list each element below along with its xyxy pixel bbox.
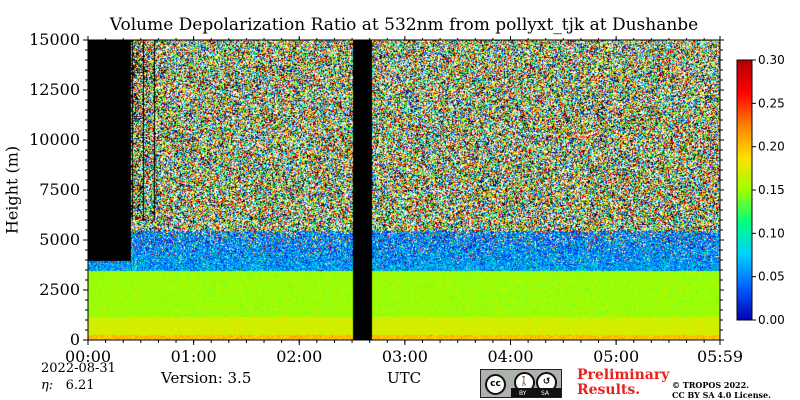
preliminary-note: Preliminary Results. [577,368,669,398]
colorbar-tick-label-3: 0.15 [758,183,785,197]
x-tick-label-0: 00:00 [65,347,111,366]
colorbar-tick-label-2: 0.10 [758,226,785,240]
y-tick-label-4: 10000 [29,130,80,149]
version-label: Version: 3.5 [161,369,252,387]
preliminary-line-1: Preliminary [577,367,670,383]
colorbar-tick-label-6: 0.30 [758,53,785,67]
y-tick-label-0: 0 [70,330,80,349]
colorbar [736,59,753,321]
cc-icon: cc [485,374,506,395]
colorbar-tick-label-5: 0.25 [758,96,785,110]
y-tick-label-2: 5000 [39,230,80,249]
x-tick-label-1: 01:00 [171,347,217,366]
colorbar-tick-label-0: 0.00 [758,313,785,327]
cc-license-logo: cc 🚶 ↺ BY SA [480,369,562,398]
eta-value: 6.21 [65,378,95,393]
x-tick-label-4: 04:00 [487,347,533,366]
copyright-line-2: CC BY SA 4.0 License. [672,390,771,400]
x-tick-label-3: 03:00 [382,347,428,366]
chart-title: Volume Depolarization Ratio at 532nm fro… [109,15,699,35]
cc-logo-bar [511,388,561,397]
y-axis-label: Height (m) [2,145,22,235]
eta-symbol: η: [41,378,54,393]
y-tick-label-6: 15000 [29,30,80,49]
cc-by-label: BY [519,390,527,397]
y-tick-label-5: 12500 [29,80,80,99]
date-label: 2022-08-31 [41,361,116,376]
y-tick-label-3: 7500 [39,180,80,199]
x-tick-label-6: 05:59 [697,347,743,366]
y-tick-label-1: 2500 [39,280,80,299]
x-tick-label-5: 05:00 [593,347,639,366]
preliminary-line-2: Results. [577,382,641,398]
copyright-line-1: © TROPOS 2022. [672,380,749,390]
cc-sa-label: SA [541,390,550,397]
copyright-note: © TROPOS 2022. CC BY SA 4.0 License. [672,380,771,400]
eta-label: η: 6.21 [41,378,95,393]
colorbar-tick-label-4: 0.20 [758,140,785,154]
heatmap-image [88,40,720,340]
colorbar-tick-label-1: 0.05 [758,270,785,284]
x-tick-label-2: 02:00 [276,347,322,366]
x-axis-label: UTC [387,369,422,387]
